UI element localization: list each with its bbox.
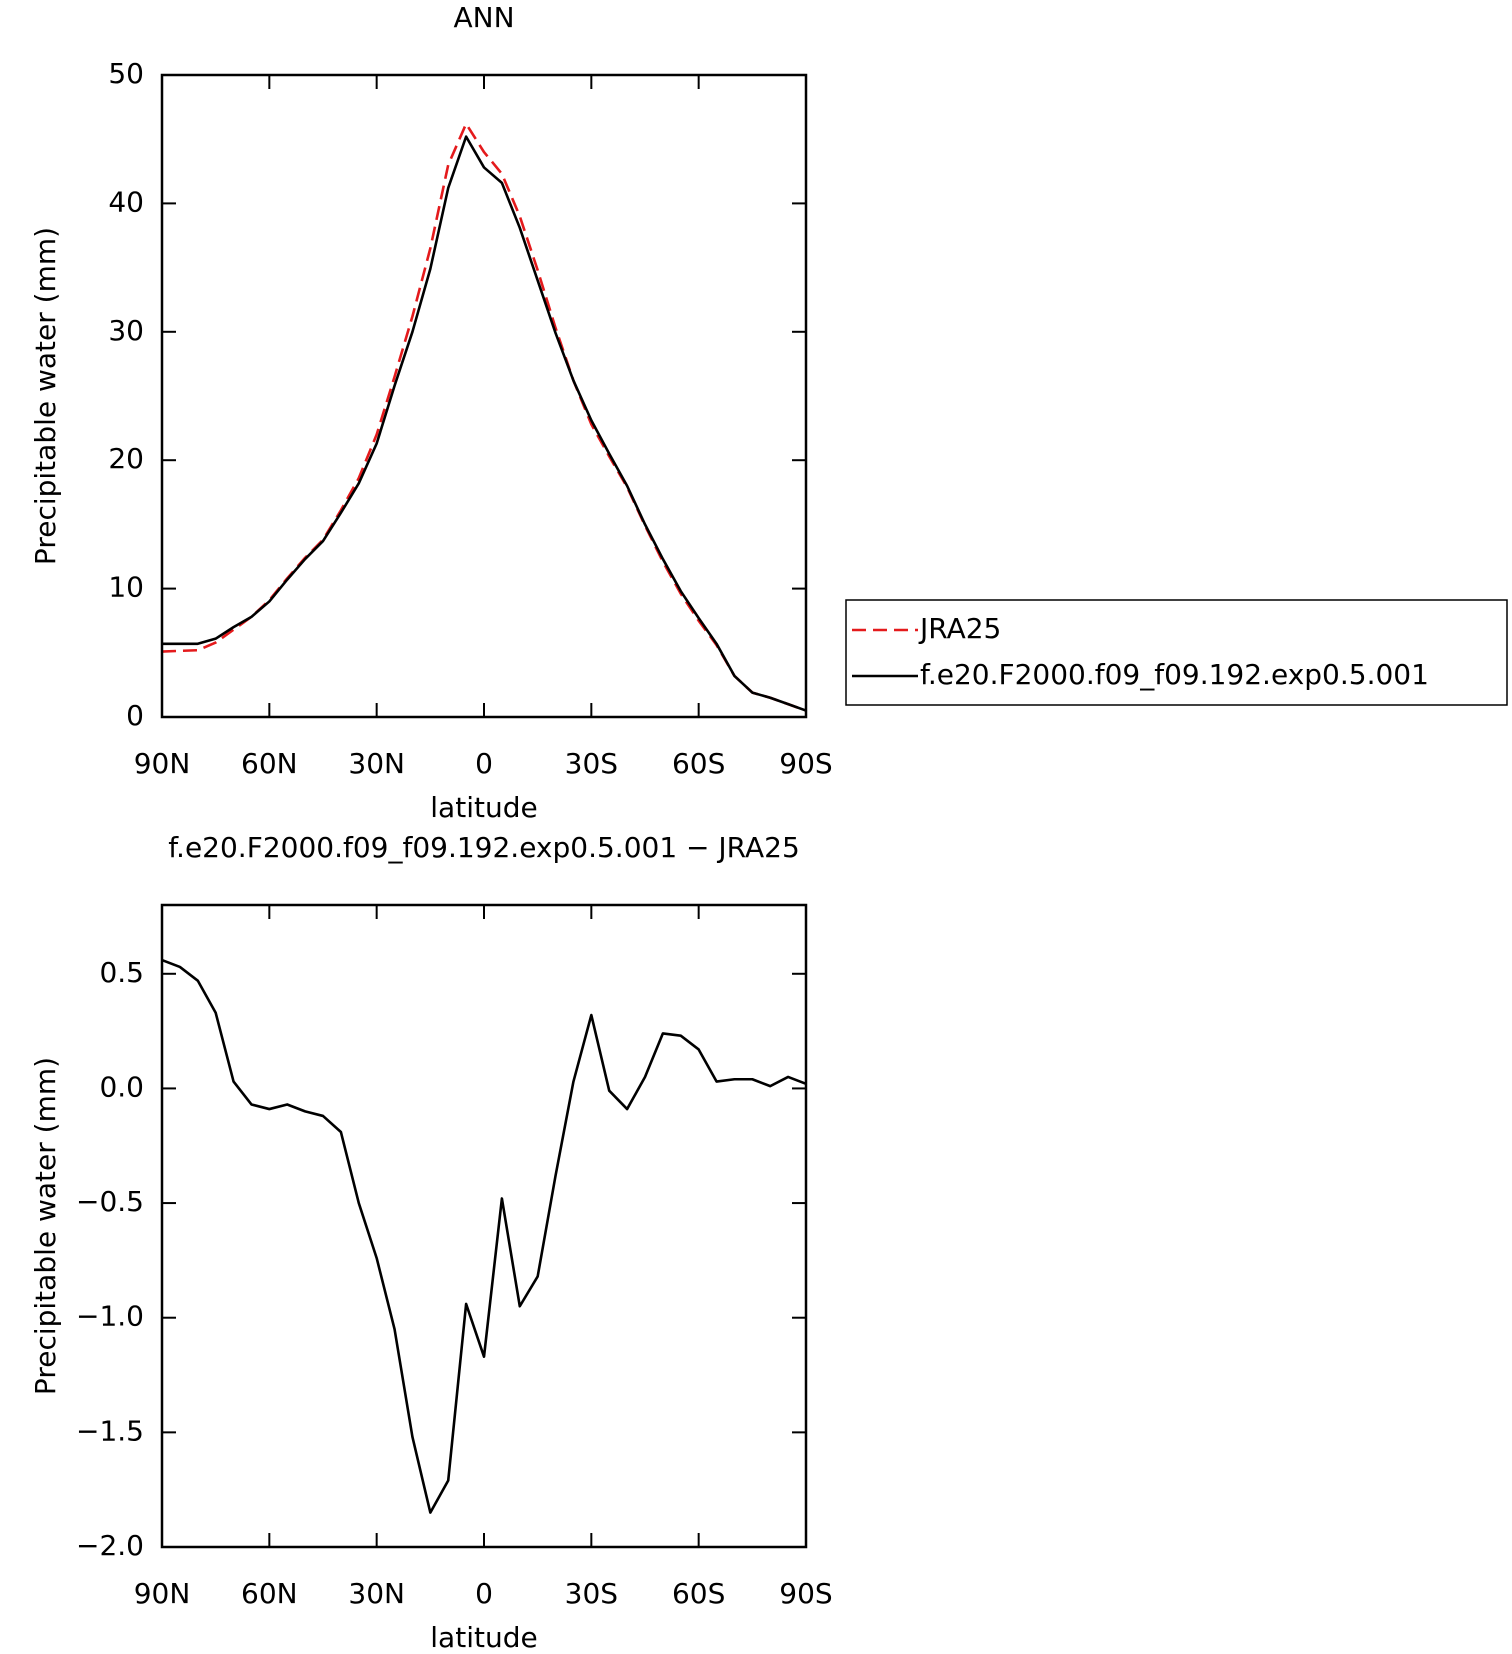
plot-frame xyxy=(160,903,808,1549)
chart-title: f.e20.F2000.f09_f09.192.exp0.5.001 − JRA… xyxy=(168,831,800,864)
y-tick-label: −0.5 xyxy=(76,1185,144,1218)
x-axis-label: latitude xyxy=(430,1621,537,1654)
y-axis-label: Precipitable water (mm) xyxy=(29,227,62,565)
x-tick-label: 30N xyxy=(348,1577,405,1610)
y-tick-label: 50 xyxy=(108,57,144,90)
y-tick-label: 30 xyxy=(108,314,144,347)
y-tick-label: −1.5 xyxy=(76,1414,144,1447)
x-tick-label: 90N xyxy=(134,1577,191,1610)
x-tick-label: 60N xyxy=(241,747,298,780)
x-tick-label: 90S xyxy=(779,747,832,780)
x-tick-label: 30S xyxy=(565,747,618,780)
data-line xyxy=(161,958,807,1514)
data-line xyxy=(162,135,807,712)
y-tick-label: 10 xyxy=(108,571,144,604)
y-tick-label: 0 xyxy=(126,699,144,732)
x-tick-label: 30N xyxy=(348,747,405,780)
x-tick-label: 90S xyxy=(779,1577,832,1610)
legend-box xyxy=(845,599,1508,706)
y-tick-label: −1.0 xyxy=(76,1300,144,1333)
x-tick-label: 90N xyxy=(134,747,191,780)
x-tick-label: 0 xyxy=(475,747,493,780)
x-tick-label: 60S xyxy=(672,1577,725,1610)
x-tick-label: 60S xyxy=(672,747,725,780)
y-tick-label: 0.5 xyxy=(99,956,144,989)
x-tick-label: 60N xyxy=(241,1577,298,1610)
y-tick-label: 40 xyxy=(108,185,144,218)
legend-label: f.e20.F2000.f09_f09.192.exp0.5.001 xyxy=(920,658,1429,691)
y-tick-label: 0.0 xyxy=(99,1070,144,1103)
chart-title: ANN xyxy=(453,1,514,34)
y-tick-label: 20 xyxy=(108,442,144,475)
plot-frame xyxy=(160,73,808,719)
x-tick-label: 0 xyxy=(475,1577,493,1610)
x-axis-label: latitude xyxy=(430,791,537,824)
y-tick-label: −2.0 xyxy=(76,1529,144,1562)
legend-label: JRA25 xyxy=(918,612,1001,645)
data-line xyxy=(161,122,807,712)
y-axis-label: Precipitable water (mm) xyxy=(29,1057,62,1395)
x-tick-label: 30S xyxy=(565,1577,618,1610)
